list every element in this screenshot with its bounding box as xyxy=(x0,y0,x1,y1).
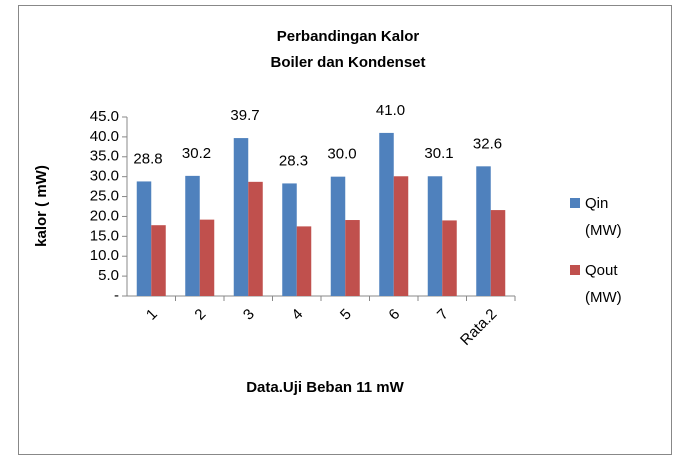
data-label: 30.0 xyxy=(327,146,356,163)
bar xyxy=(476,166,491,296)
bar xyxy=(330,176,346,296)
bar xyxy=(379,132,394,296)
bar xyxy=(136,181,152,296)
bar xyxy=(248,181,263,296)
bar xyxy=(233,138,249,296)
bar xyxy=(345,220,360,296)
data-label: 30.2 xyxy=(182,145,211,162)
bar xyxy=(199,219,215,296)
chart-title: Perbandingan Kalor xyxy=(277,28,420,45)
y-axis-title: kalor ( mW) xyxy=(33,165,50,247)
data-label: 32.6 xyxy=(473,135,502,152)
legend-swatch xyxy=(570,265,580,275)
legend-label: Qout (MW) xyxy=(585,262,622,306)
data-label: 39.7 xyxy=(230,107,259,124)
x-axis-title: Data.Uji Beban 11 mW xyxy=(246,379,404,396)
data-label: 30.1 xyxy=(424,145,453,162)
y-tick-label: 25.0 xyxy=(90,188,119,205)
legend-label: Qin (MW) xyxy=(585,195,622,239)
y-tick-label: - xyxy=(114,287,119,304)
bar xyxy=(442,220,457,296)
bar xyxy=(427,176,443,296)
y-tick-label: 30.0 xyxy=(90,168,119,185)
y-tick-label: 20.0 xyxy=(90,207,119,224)
y-tick-label: 35.0 xyxy=(90,148,119,165)
bar xyxy=(490,210,506,296)
bar xyxy=(282,183,297,296)
data-label: 28.8 xyxy=(133,150,162,167)
bar xyxy=(185,175,200,296)
y-tick-label: 5.0 xyxy=(98,267,119,284)
y-tick-label: 40.0 xyxy=(90,128,119,145)
data-label: 28.3 xyxy=(279,152,308,169)
y-tick-label: 10.0 xyxy=(90,247,119,264)
bar xyxy=(151,225,166,296)
bar xyxy=(393,176,409,296)
legend-swatch xyxy=(570,198,580,208)
bar xyxy=(296,226,312,296)
y-tick-label: 15.0 xyxy=(90,227,119,244)
y-tick-label: 45.0 xyxy=(90,108,119,125)
chart-title: Boiler dan Kondenset xyxy=(270,54,425,71)
data-label: 41.0 xyxy=(376,102,405,119)
